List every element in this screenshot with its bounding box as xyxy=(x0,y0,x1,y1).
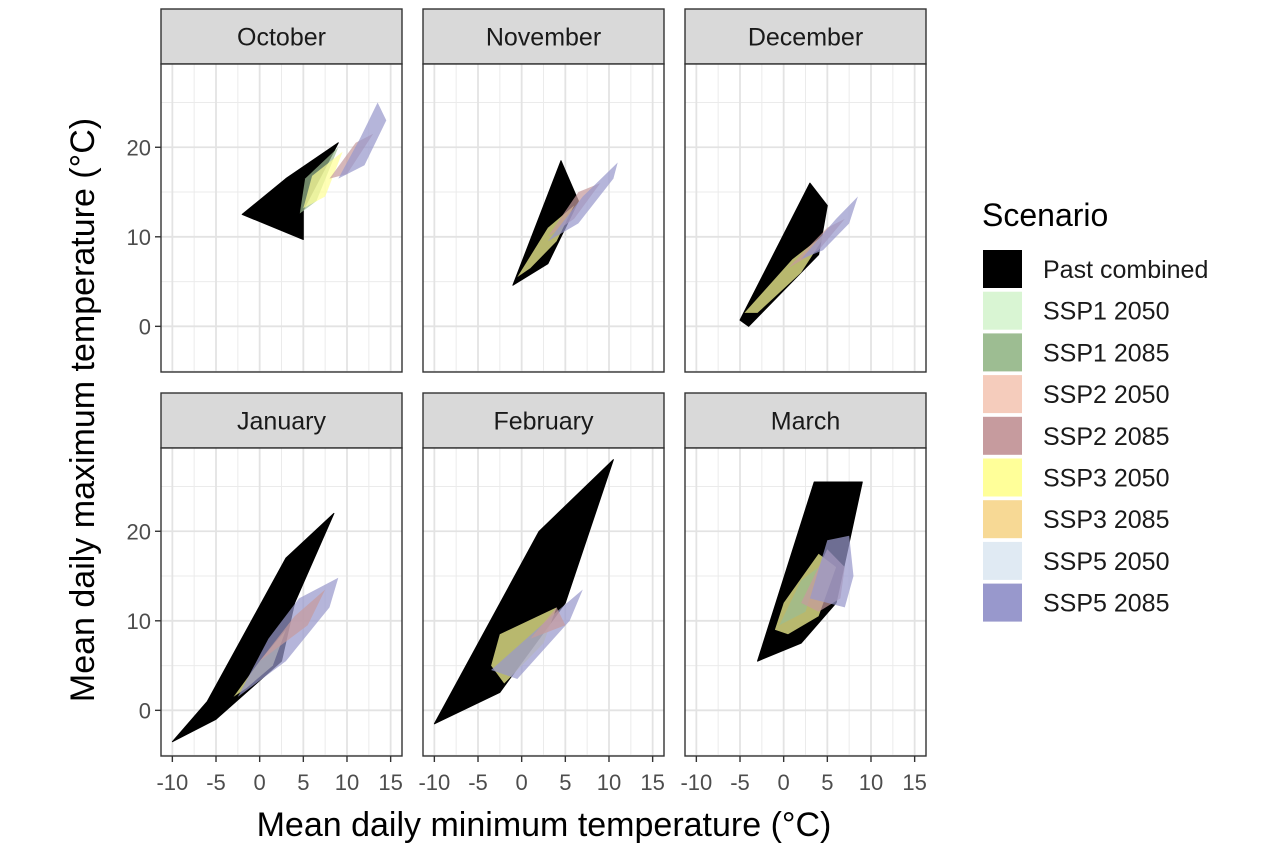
x-tick-label: -5 xyxy=(468,770,488,795)
hull-ssp5-2085 xyxy=(801,196,858,260)
panel-november-title: November xyxy=(486,24,601,52)
x-tick-label: 0 xyxy=(254,770,266,795)
panel-november-border xyxy=(422,63,665,373)
x-tick-label: 15 xyxy=(640,770,664,795)
hull-ssp2-2085 xyxy=(530,607,566,639)
x-tick-label: 0 xyxy=(778,770,790,795)
hull-past-combined xyxy=(171,512,335,743)
hull-ssp3-2050 xyxy=(303,151,343,209)
legend: Scenario Past combined SSP1 2050 SSP1 2085 S… xyxy=(982,197,1208,622)
panel-december-border xyxy=(684,63,927,373)
hull-ssp5-2085 xyxy=(547,162,618,242)
panel-november-gridlines xyxy=(423,64,664,372)
legend-swatch xyxy=(983,291,1022,330)
legend-item-ssp1-2085: SSP1 2085 xyxy=(983,333,1170,372)
panel-january-hulls xyxy=(171,512,339,743)
y-tick-label: 0 xyxy=(139,698,151,723)
legend-swatch xyxy=(983,375,1022,414)
x-tick-label: -5 xyxy=(730,770,750,795)
panel-december-hulls xyxy=(739,182,858,327)
legend-item-ssp2-2085: SSP2 2085 xyxy=(983,416,1170,455)
legend-swatch xyxy=(983,416,1022,455)
x-tick-label: 5 xyxy=(821,770,833,795)
y-axis-title: Mean daily maximum temperature (°C) xyxy=(64,118,102,702)
x-tick-label: 10 xyxy=(597,770,621,795)
x-tick-label: 0 xyxy=(516,770,528,795)
panel-december-title: December xyxy=(748,24,863,52)
panel-march-hulls xyxy=(757,481,863,662)
panel-march: March -10 -5 0 5 10 15 xyxy=(680,392,927,795)
legend-label: SSP5 2085 xyxy=(1043,590,1170,618)
panel-january: January 0 10 20 -10 -5 0 5 10 15 xyxy=(127,392,403,795)
legend-item-ssp1-2050: SSP1 2050 xyxy=(983,291,1170,330)
legend-label: SSP2 2085 xyxy=(1043,423,1170,451)
panel-january-title: January xyxy=(237,408,326,436)
panel-december-strip xyxy=(684,8,927,65)
hull-ssp5-2085 xyxy=(338,102,387,179)
panel-february-border xyxy=(422,447,665,757)
legend-label: SSP1 2050 xyxy=(1043,298,1170,326)
panel-november-strip xyxy=(422,8,665,65)
legend-label: SSP2 2050 xyxy=(1043,381,1170,409)
panel-october: October 0 10 20 xyxy=(127,8,403,373)
panel-february-hulls xyxy=(433,459,614,725)
legend-label: SSP3 2085 xyxy=(1043,506,1170,534)
legend-item-ssp2-2050: SSP2 2050 xyxy=(983,375,1170,414)
panel-december: December xyxy=(684,8,927,373)
hull-ssp5-2085 xyxy=(809,535,854,608)
legend-swatch xyxy=(983,500,1022,539)
legend-title: Scenario xyxy=(982,197,1108,233)
x-tick-label: -10 xyxy=(156,770,188,795)
x-axis-title: Mean daily minimum temperature (°C) xyxy=(257,806,832,844)
legend-swatch xyxy=(983,541,1022,580)
legend-label: SSP5 2050 xyxy=(1043,548,1170,576)
y-tick-label: 10 xyxy=(127,609,151,634)
x-tick-label: -5 xyxy=(206,770,226,795)
y-tick-label: 10 xyxy=(127,225,151,250)
legend-item-ssp3-2085: SSP3 2085 xyxy=(983,500,1170,539)
panel-march-title: March xyxy=(771,408,840,436)
panel-october-strip xyxy=(160,8,403,65)
hull-ssp1-2085 xyxy=(779,567,819,626)
y-tick-label: 20 xyxy=(127,135,151,160)
x-tick-label: -10 xyxy=(680,770,712,795)
x-tick-label: -10 xyxy=(418,770,450,795)
legend-swatch xyxy=(983,458,1022,497)
legend-item-past-combined: Past combined xyxy=(983,250,1208,288)
panel-november: November xyxy=(422,8,665,373)
legend-item-ssp3-2050: SSP3 2050 xyxy=(983,458,1170,497)
legend-swatch xyxy=(983,250,1022,288)
legend-item-ssp5-2085: SSP5 2085 xyxy=(983,583,1170,622)
hull-past-combined xyxy=(739,182,828,327)
hull-ssp2-2085 xyxy=(259,589,326,662)
x-tick-label: 15 xyxy=(902,770,926,795)
legend-item-ssp5-2050: SSP5 2050 xyxy=(983,541,1170,580)
legend-label: Past combined xyxy=(1043,256,1208,284)
legend-label: SSP1 2085 xyxy=(1043,339,1170,367)
x-tick-label: 10 xyxy=(859,770,883,795)
legend-swatch xyxy=(983,333,1022,372)
panel-october-gridlines xyxy=(161,64,402,372)
panel-november-hulls xyxy=(512,160,618,286)
legend-swatch xyxy=(983,583,1022,622)
y-tick-label: 0 xyxy=(139,314,151,339)
panel-october-border xyxy=(160,63,403,373)
panel-february-title: February xyxy=(493,408,594,436)
panel-march-strip xyxy=(684,392,927,449)
x-tick-label: 15 xyxy=(378,770,402,795)
x-tick-label: 10 xyxy=(335,770,359,795)
panel-october-title: October xyxy=(237,24,326,52)
legend-label: SSP3 2050 xyxy=(1043,465,1170,493)
panel-january-gridlines xyxy=(161,448,402,756)
panel-january-border xyxy=(160,447,403,757)
panel-december-gridlines xyxy=(685,64,926,372)
panel-february: February -10 -5 0 5 10 15 xyxy=(418,392,665,795)
y-tick-label: 20 xyxy=(127,519,151,544)
panel-october-hulls xyxy=(241,102,387,240)
x-tick-label: 5 xyxy=(297,770,309,795)
x-tick-label: 5 xyxy=(559,770,571,795)
panel-march-border xyxy=(684,447,927,757)
hull-past-combined xyxy=(433,459,614,725)
